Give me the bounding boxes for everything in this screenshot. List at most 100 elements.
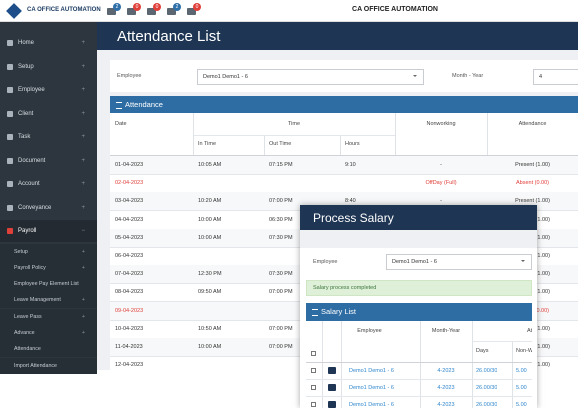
month-label: Month - Year (452, 73, 484, 79)
date-cell: 02-04-2023 (115, 180, 144, 187)
employee-label: Employee (313, 259, 338, 265)
toolbar-icon[interactable] (147, 8, 156, 15)
select-all[interactable] (311, 351, 316, 356)
column-divider (512, 341, 513, 408)
days-cell: 26.00/30 (476, 368, 498, 374)
days-cell: 26.00/30 (476, 402, 498, 408)
date-cell: 07-04-2023 (115, 271, 144, 278)
header-cell: Out Time (269, 141, 292, 147)
column-divider (341, 321, 342, 408)
in-time-cell: 10:50 AM (198, 325, 222, 332)
nonworking-cell: 5.00 (516, 368, 527, 374)
employee-select[interactable]: Demo1 Demo1 - 6 (386, 254, 532, 270)
menu-item[interactable]: Payroll (0, 220, 97, 242)
row-checkbox[interactable] (311, 385, 316, 390)
notification-badge: 0 (193, 3, 201, 11)
row-checkbox[interactable] (311, 368, 316, 373)
attendance-cell: Present (1.00) (515, 162, 550, 168)
header-cell: Date (115, 121, 127, 127)
notification-badge: 2 (173, 3, 181, 11)
nonworking-cell: OffDay (Full) (425, 180, 457, 187)
menu-item[interactable]: Client (0, 103, 97, 125)
employee-label: Employee (117, 73, 142, 79)
submenu-item[interactable]: Setup (0, 243, 97, 260)
header-cell: Days (476, 348, 489, 354)
submenu-item[interactable]: Import Attendance (0, 357, 97, 374)
success-alert: Salary process completed (306, 280, 532, 296)
row-divider (193, 135, 395, 136)
header-cell: Non-Working (516, 348, 532, 354)
notification-badge: 0 (153, 3, 161, 11)
submenu-item[interactable]: Employee Pay Element List (0, 276, 97, 293)
header-cell: Employee (357, 328, 382, 334)
in-time-cell: 10:00 AM (198, 344, 222, 350)
employee-select[interactable]: Demo1 Demo1 - 6 (197, 69, 424, 85)
edit-button[interactable] (328, 384, 336, 391)
submenu-item[interactable]: Advance (0, 325, 97, 341)
date-cell: 08-04-2023 (115, 289, 144, 296)
month-select[interactable]: 4 (533, 69, 578, 85)
in-time-cell: 10:20 AM (198, 198, 222, 205)
column-divider (322, 321, 323, 408)
date-cell: 01-04-2023 (115, 162, 144, 168)
in-time-cell: 10:00 AM (198, 216, 222, 223)
month-year-cell: 4-2023 (437, 402, 455, 408)
row-divider (110, 155, 578, 156)
in-time-cell: 10:05 AM (198, 162, 222, 168)
column-divider (340, 135, 341, 155)
dialog-title: Process Salary (313, 211, 394, 225)
header-cell: Attendance (527, 328, 532, 334)
column-divider (264, 135, 265, 155)
submenu-item[interactable]: Leave Management (0, 292, 97, 309)
nonworking-cell: 5.00 (516, 402, 527, 408)
submenu-item[interactable]: Payroll Policy (0, 259, 97, 276)
header-cell: Attendance (518, 121, 547, 127)
row-checkbox[interactable] (311, 402, 316, 407)
panel-header: Attendance (110, 96, 578, 113)
edit-button[interactable] (328, 367, 336, 374)
menu-item[interactable]: Task (0, 126, 97, 148)
hours-cell: 8:40 (345, 198, 356, 205)
employee-link[interactable]: Demo1 Demo1 - 6 (349, 385, 394, 391)
employee-link[interactable]: Demo1 Demo1 - 6 (349, 402, 394, 408)
date-cell: 04-04-2023 (115, 216, 144, 223)
toolbar-icon[interactable] (107, 8, 116, 15)
out-time-cell: 07:30 PM (269, 271, 293, 278)
header-cell: Nonworking (426, 121, 456, 127)
logo-icon (6, 3, 22, 19)
employee-link[interactable]: Demo1 Demo1 - 6 (349, 368, 394, 374)
date-cell: 11-04-2023 (115, 344, 143, 350)
filter-bar: Employee Demo1 Demo1 - 6 Month - Year 4 (110, 60, 578, 92)
attendance-cell: Absent (0.00) (515, 180, 550, 187)
header-cell: Hours (345, 141, 360, 147)
menu-item[interactable]: Setup (0, 56, 97, 78)
menu-item[interactable]: Document (0, 150, 97, 172)
row-divider (472, 341, 532, 342)
menu-item[interactable]: Employee (0, 79, 97, 101)
row-stripe (110, 156, 578, 174)
toolbar-icon[interactable] (167, 8, 176, 15)
menu-item[interactable]: Home (0, 32, 97, 54)
month-year-cell: 4-2023 (437, 368, 455, 374)
out-time-cell: 07:00 PM (269, 198, 293, 205)
menu-item[interactable]: Account (0, 173, 97, 195)
out-time-cell: 07:00 PM (269, 289, 293, 296)
header-cell: In Time (198, 141, 217, 147)
submenu-item[interactable]: Leave Pass (0, 308, 97, 325)
date-cell: 06-04-2023 (115, 253, 144, 259)
date-cell: 05-04-2023 (115, 234, 144, 241)
nonworking-cell: 5.00 (516, 385, 527, 391)
salary-table: Employee Month-Year Attendance Days Non-Work… (306, 321, 532, 408)
toolbar-icon[interactable] (127, 8, 136, 15)
row-divider (306, 396, 532, 397)
top-bar: CA OFFICE AUTOMATION CA OFFICE AUTOMATIO… (0, 0, 578, 22)
in-time-cell: 10:00 AM (198, 234, 222, 241)
column-divider (193, 113, 194, 155)
submenu-item[interactable]: Attendance (0, 341, 97, 358)
days-cell: 26.00/30 (476, 385, 498, 391)
toolbar-icon[interactable] (187, 8, 196, 15)
column-divider (487, 113, 488, 155)
menu-item[interactable]: Conveyance (0, 197, 97, 219)
edit-button[interactable] (328, 401, 336, 408)
